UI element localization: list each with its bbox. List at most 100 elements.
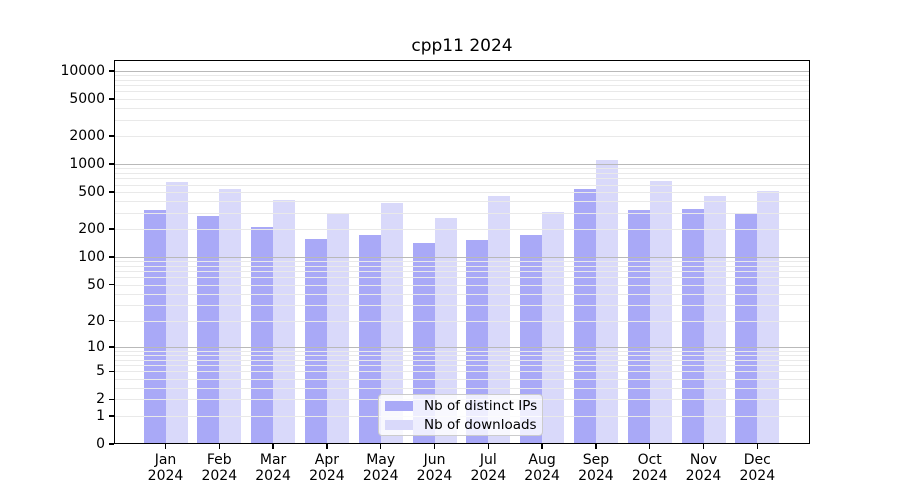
x-axis-tick — [272, 444, 274, 449]
bar-distinct-ips-feb — [197, 216, 220, 444]
bar-distinct-ips-may — [358, 235, 381, 444]
x-axis-tick — [648, 444, 651, 449]
bar-distinct-ips-oct — [627, 210, 650, 444]
bar-distinct-ips-aug — [520, 234, 543, 444]
gridline-minor — [115, 378, 809, 380]
gridline-minor — [115, 261, 809, 263]
x-axis-tick — [702, 444, 705, 449]
x-axis-tick — [218, 444, 221, 449]
x-axis-tick-label: Jan 2024 — [147, 452, 184, 484]
gridline-minor — [115, 320, 809, 322]
y-axis-tick-label: 500 — [78, 184, 105, 201]
legend-item-distinct-ips: Nb of distinct IPs — [385, 397, 538, 414]
gridline-minor — [115, 168, 809, 170]
gridline-minor — [115, 173, 809, 175]
y-axis-tick-label: 10 — [87, 338, 105, 355]
legend-label-downloads: Nb of downloads — [424, 416, 537, 433]
x-axis-tick-label: May 2024 — [362, 452, 399, 484]
y-axis-tick-label: 5000 — [69, 90, 105, 107]
x-axis-tick-label: Jun 2024 — [416, 452, 453, 484]
y-axis-tick — [109, 415, 114, 417]
gridline-minor — [115, 359, 809, 361]
x-axis-tick-label: Apr 2024 — [309, 452, 345, 484]
bar-distinct-ips-jan — [143, 209, 166, 444]
y-axis-tick — [109, 70, 114, 72]
y-axis-tick-label: 0 — [96, 436, 105, 452]
legend-item-downloads: Nb of downloads — [385, 416, 537, 433]
gridline-minor — [115, 107, 809, 109]
gridline-minor — [115, 365, 809, 367]
y-axis-tick — [109, 228, 114, 230]
bar-distinct-ips-jul — [466, 239, 489, 444]
gridline-minor — [115, 277, 809, 279]
x-axis-tick-label: Sep 2024 — [578, 452, 614, 484]
y-axis-tick-label: 200 — [78, 221, 105, 238]
bar-downloads-jan — [165, 182, 188, 444]
gridline-minor — [115, 192, 809, 194]
y-axis-tick — [109, 191, 114, 193]
legend-swatch-distinct-ips — [385, 400, 413, 411]
x-axis-tick — [433, 444, 436, 449]
bar-distinct-ips-mar — [251, 227, 274, 444]
x-axis-tick-label: Oct 2024 — [631, 452, 668, 484]
gridline-minor — [115, 98, 809, 100]
bar-downloads-mar — [273, 200, 296, 444]
bar-downloads-jun — [434, 217, 457, 444]
x-axis-tick — [756, 444, 759, 449]
x-axis-tick-label: Mar 2024 — [255, 452, 291, 484]
bar-downloads-oct — [649, 180, 672, 444]
y-axis-tick — [109, 135, 114, 137]
bar-distinct-ips-nov — [681, 209, 704, 444]
gridline-minor — [115, 284, 809, 286]
gridline-minor — [115, 119, 809, 121]
gridline-minor — [115, 354, 809, 356]
legend-label-distinct-ips: Nb of distinct IPs — [424, 397, 538, 414]
bar-downloads-aug — [542, 212, 565, 444]
gridline-minor — [115, 304, 809, 306]
x-axis-tick — [326, 444, 328, 449]
y-axis-tick — [109, 443, 114, 445]
bar-downloads-dec — [757, 191, 780, 444]
y-axis-tick-label: 10000 — [60, 62, 105, 79]
y-axis-tick — [109, 398, 114, 401]
y-axis-tick — [109, 319, 114, 322]
y-axis-tick-label: 20 — [87, 312, 105, 329]
y-axis-tick-label: 2000 — [69, 127, 105, 144]
bar-distinct-ips-sep — [573, 188, 596, 444]
legend-swatch-downloads — [385, 419, 413, 430]
gridline-minor — [115, 184, 809, 186]
y-axis-tick — [109, 98, 114, 100]
x-axis-tick-label: Dec 2024 — [739, 452, 776, 484]
bar-downloads-nov — [703, 196, 726, 444]
y-axis-tick-label: 1 — [96, 407, 105, 424]
gridline-minor — [115, 212, 809, 214]
gridline-minor — [115, 387, 809, 389]
bar-downloads-sep — [595, 160, 618, 444]
x-axis-tick — [164, 444, 167, 449]
gridline-minor — [115, 201, 809, 203]
gridline-minor — [115, 75, 809, 77]
x-axis-tick-label: Feb 2024 — [201, 452, 238, 484]
bar-distinct-ips-apr — [304, 238, 327, 444]
bar-downloads-may — [380, 202, 403, 444]
legend: Nb of distinct IPs Nb of downloads — [378, 394, 543, 436]
y-axis-tick-label: 5 — [96, 363, 105, 380]
y-axis-tick-label: 50 — [87, 276, 105, 293]
chart-title: cpp11 2024 — [411, 36, 513, 56]
x-axis-tick-label: Aug 2024 — [524, 452, 560, 484]
x-axis-tick — [379, 444, 382, 449]
x-axis-tick — [595, 444, 597, 449]
gridline-major — [115, 346, 809, 348]
y-axis-tick — [109, 283, 114, 286]
y-axis-tick — [109, 163, 114, 165]
y-axis-tick-label: 1000 — [69, 156, 105, 173]
gridline-minor — [115, 91, 809, 93]
bar-downloads-feb — [219, 188, 242, 444]
bar-distinct-ips-dec — [735, 213, 758, 444]
x-axis-tick-label: Nov 2024 — [685, 452, 722, 484]
y-axis-tick-label: 100 — [78, 248, 105, 265]
x-axis-tick — [487, 444, 490, 449]
gridline-minor — [115, 371, 809, 373]
gridline-major — [115, 70, 809, 72]
